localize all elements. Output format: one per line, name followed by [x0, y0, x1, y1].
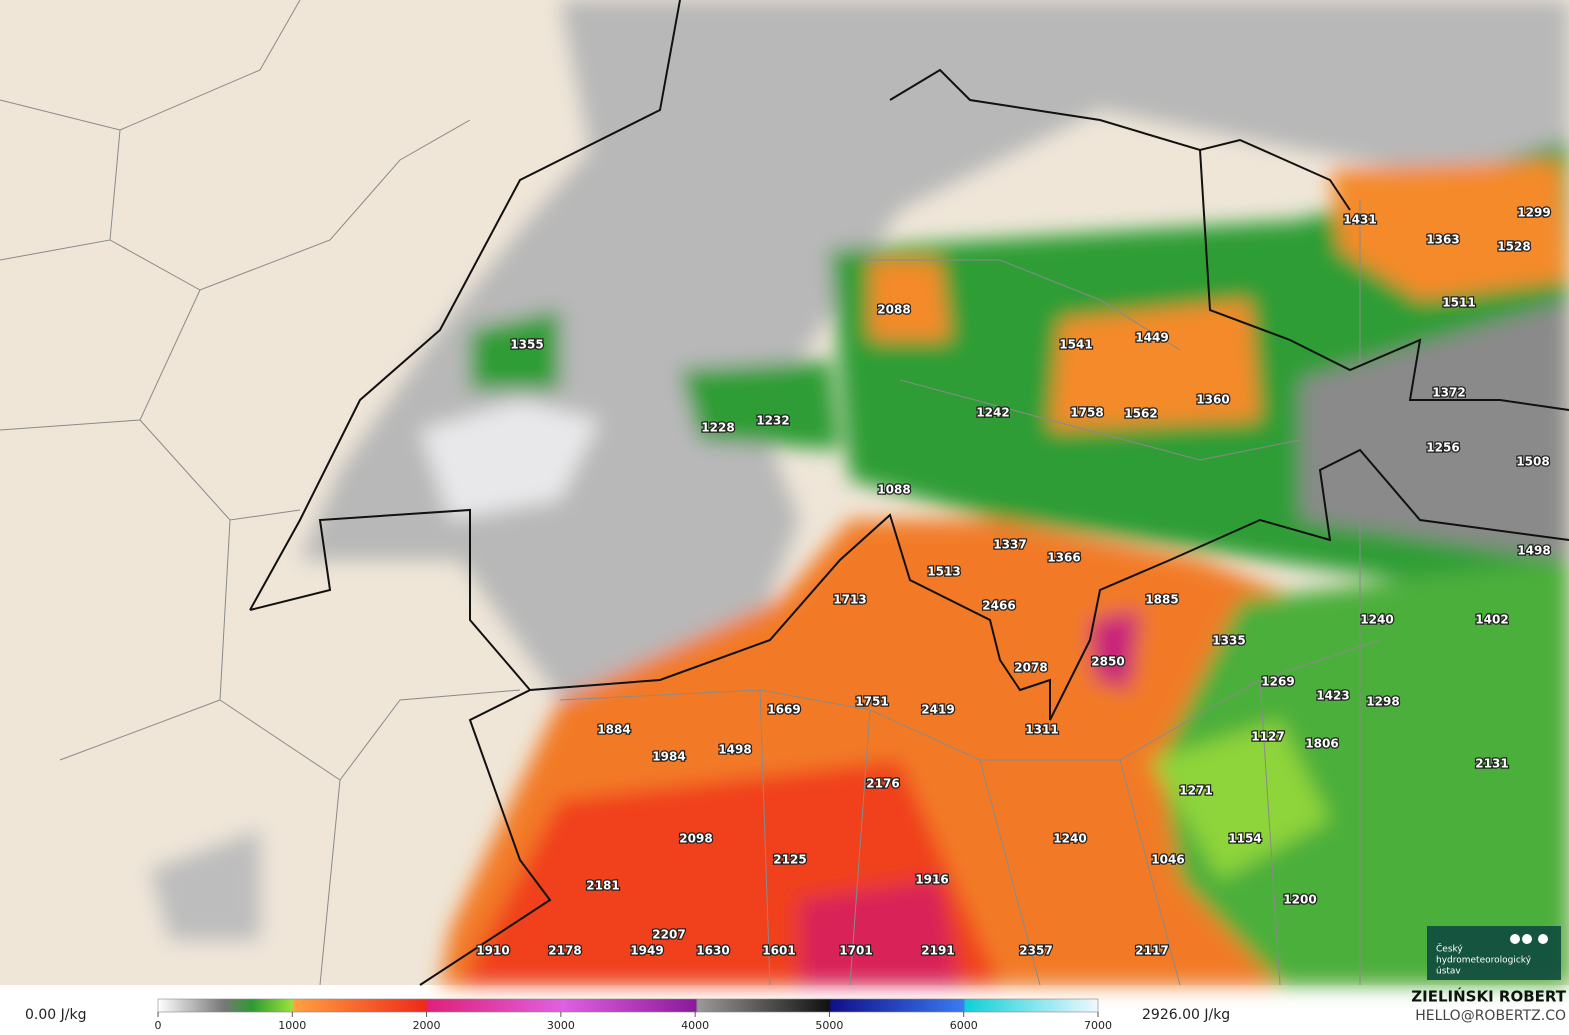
value-label: 1431: [1343, 213, 1376, 227]
value-label: 1232: [756, 414, 789, 428]
value-label: 2078: [1014, 661, 1047, 675]
value-label: 1088: [877, 483, 910, 497]
value-label: 1630: [696, 944, 729, 958]
value-label: 1910: [476, 944, 509, 958]
value-label: 1335: [1212, 634, 1245, 648]
value-label: 1271: [1179, 784, 1212, 798]
logo-text: ústav: [1436, 967, 1461, 977]
colorbar-tick-label: 5000: [815, 1019, 843, 1032]
value-label: 1541: [1059, 338, 1092, 352]
value-label: 1311: [1025, 723, 1058, 737]
value-label: 1498: [1517, 544, 1550, 558]
value-label: 1256: [1426, 441, 1459, 455]
value-label: 2357: [1019, 944, 1052, 958]
value-label: 1758: [1070, 406, 1103, 420]
value-label: 1508: [1516, 455, 1549, 469]
colorbar: [157, 998, 1099, 1013]
value-label: 1884: [597, 723, 630, 737]
email: HELLO@ROBERTZ.CO: [1415, 1008, 1566, 1024]
value-label: 2466: [982, 599, 1015, 613]
value-label: 1713: [833, 593, 866, 607]
value-label: 1511: [1442, 296, 1475, 310]
value-label: 1355: [510, 338, 543, 352]
value-label: 1423: [1316, 689, 1349, 703]
value-label: 2850: [1091, 655, 1124, 669]
colorbar-tick-label: 1000: [278, 1019, 306, 1032]
value-label: 2181: [586, 879, 619, 893]
value-label: 1916: [915, 873, 948, 887]
value-label: 1601: [762, 944, 795, 958]
value-label: 1242: [976, 406, 1009, 420]
colorbar-tick-label: 6000: [950, 1019, 978, 1032]
colorbar-tick-label: 3000: [547, 1019, 575, 1032]
value-label: 1949: [630, 944, 663, 958]
map: [0, 0, 1569, 986]
value-label: 1269: [1261, 675, 1294, 689]
value-label: 1528: [1497, 240, 1530, 254]
value-label: 1366: [1047, 551, 1080, 565]
colorbar-tick-label: 7000: [1084, 1019, 1112, 1032]
country-borders: [249, 0, 1569, 986]
colorbar-tick-label: 4000: [681, 1019, 709, 1032]
value-label: 2088: [877, 303, 910, 317]
value-label: 1363: [1426, 233, 1459, 247]
value-label: 1298: [1366, 695, 1399, 709]
region-borders: [0, 0, 1381, 986]
value-label: 1885: [1145, 593, 1178, 607]
value-label: 1240: [1053, 832, 1086, 846]
value-label: 1701: [839, 944, 872, 958]
value-label: 2419: [921, 703, 954, 717]
legend-max: 2926.00 J/kg: [1142, 1007, 1230, 1023]
value-label: 1154: [1228, 832, 1261, 846]
value-label: 2207: [652, 928, 685, 942]
value-label: 2178: [548, 944, 581, 958]
value-label: 1562: [1124, 407, 1157, 421]
value-label: 1228: [701, 421, 734, 435]
value-label: 1669: [767, 703, 800, 717]
value-label: 1513: [927, 565, 960, 579]
value-label: 1200: [1283, 893, 1316, 907]
value-label: 1046: [1151, 853, 1184, 867]
value-label: 2191: [921, 944, 954, 958]
value-label: 2176: [866, 777, 899, 791]
value-label: 1984: [652, 750, 685, 764]
value-label: 2117: [1135, 944, 1168, 958]
colorbar-tick-label: 2000: [413, 1019, 441, 1032]
author: ZIELIŃSKI ROBERT: [1411, 987, 1566, 1006]
value-label: 1240: [1360, 613, 1393, 627]
logo-text: Český: [1436, 943, 1463, 955]
value-label: 2125: [773, 853, 806, 867]
logo: Český hydrometeorologický ústav: [1427, 926, 1561, 980]
terrain: [150, 0, 1569, 985]
value-label: 2098: [679, 832, 712, 846]
value-label: 1402: [1475, 613, 1508, 627]
value-label: 1299: [1517, 206, 1550, 220]
value-label: 1372: [1432, 386, 1465, 400]
value-label: 1337: [993, 538, 1026, 552]
value-label: 1806: [1305, 737, 1338, 751]
colorbar-tick-label: 0: [155, 1019, 162, 1032]
value-label: 1127: [1251, 730, 1284, 744]
value-label: 2131: [1475, 757, 1508, 771]
value-label: 1449: [1135, 331, 1168, 345]
value-label: 1751: [855, 695, 888, 709]
logo-text: hydrometeorologický: [1436, 956, 1532, 966]
value-label: 1498: [718, 743, 751, 757]
value-labels: 1355 2088 1541 1449 1228 1232 1242 1758 1562 1360…: [475, 204, 1552, 959]
value-label: 1360: [1196, 393, 1229, 407]
legend: 0.00 J/kg 0 1000 2000 3000 4000 5000 6000 7000 …: [25, 998, 1230, 1032]
legend-min: 0.00 J/kg: [25, 1007, 86, 1023]
